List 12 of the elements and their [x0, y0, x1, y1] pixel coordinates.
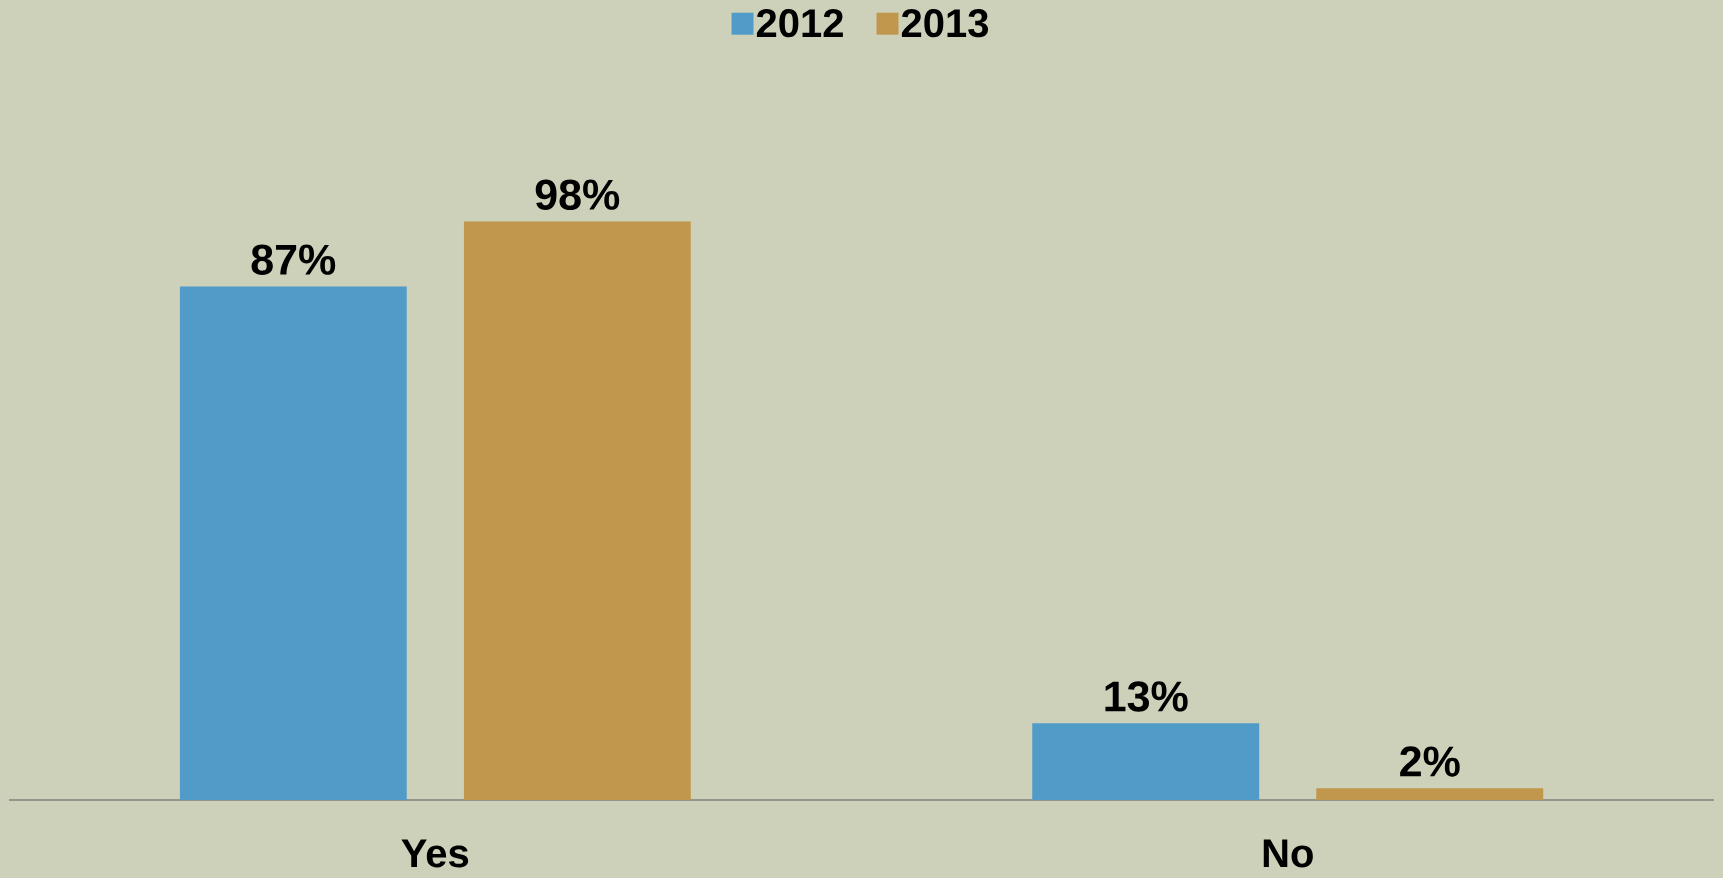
- data-label: 13%: [1105, 681, 1188, 712]
- data-label: 2%: [1400, 746, 1460, 777]
- bar: [1032, 723, 1260, 800]
- data-label: 98%: [535, 179, 620, 210]
- x-tick-label: Yes: [401, 839, 469, 868]
- legend-label: 2013: [901, 8, 989, 38]
- legend-label: 2012: [756, 8, 843, 38]
- bar: [463, 221, 691, 800]
- x-tick-label: No: [1263, 839, 1313, 868]
- bar: [179, 286, 407, 800]
- data-label: 87%: [251, 244, 336, 275]
- bar: [1316, 788, 1544, 800]
